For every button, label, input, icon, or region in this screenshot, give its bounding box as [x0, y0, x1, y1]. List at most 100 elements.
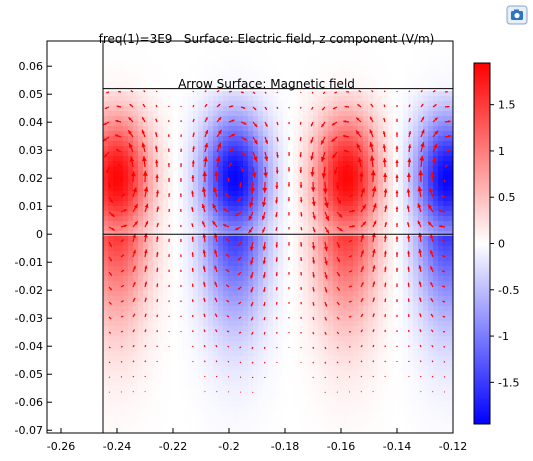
heatmap-cell [438, 311, 444, 317]
heatmap-cell [328, 141, 334, 147]
heatmap-cell [408, 306, 414, 312]
heatmap-cell [268, 386, 274, 392]
heatmap-cell [168, 396, 174, 402]
heatmap-cell [398, 56, 404, 62]
heatmap-cell [333, 371, 339, 377]
heatmap-cell [223, 336, 229, 342]
heatmap-cell [268, 291, 274, 297]
heatmap-cell [213, 316, 219, 322]
heatmap-cell [168, 201, 174, 207]
heatmap-cell [163, 296, 169, 302]
heatmap-cell [143, 256, 149, 262]
heatmap-cell [148, 266, 154, 272]
heatmap-cell [113, 136, 119, 142]
heatmap-cell [268, 266, 274, 272]
heatmap-cell [413, 131, 419, 137]
heatmap-cell [298, 161, 304, 167]
heatmap-cell [283, 116, 289, 122]
heatmap-cell [423, 56, 429, 62]
heatmap-cell [128, 186, 134, 192]
heatmap-cell [183, 201, 189, 207]
heatmap-cell [378, 256, 384, 262]
heatmap-cell [123, 356, 129, 362]
heatmap-cell [378, 381, 384, 387]
heatmap-cell [353, 66, 359, 72]
heatmap-cell [218, 201, 224, 207]
heatmap-cell [283, 276, 289, 282]
heatmap-cell [173, 246, 179, 252]
heatmap-cell [123, 266, 129, 272]
heatmap-cell [173, 356, 179, 362]
heatmap-cell [108, 201, 114, 207]
heatmap-cell [323, 121, 329, 127]
heatmap-cell [188, 191, 194, 197]
heatmap-cell [333, 161, 339, 167]
heatmap-cell [363, 116, 369, 122]
heatmap-cell [358, 46, 364, 52]
heatmap-cell [158, 351, 164, 357]
heatmap-cell [208, 81, 214, 87]
heatmap-cell [113, 326, 119, 332]
heatmap-cell [358, 381, 364, 387]
heatmap-cell [198, 351, 204, 357]
heatmap-cell [448, 146, 453, 152]
heatmap-cell [238, 41, 244, 47]
heatmap-cell [183, 251, 189, 257]
heatmap-cell [303, 161, 309, 167]
heatmap-cell [323, 341, 329, 347]
heatmap-cell [253, 291, 259, 297]
heatmap-cell [218, 321, 224, 327]
heatmap-cell [268, 101, 274, 107]
heatmap-cell [243, 116, 249, 122]
heatmap-cell [423, 236, 429, 242]
heatmap-cell [123, 226, 129, 232]
heatmap-cell [108, 51, 114, 57]
heatmap-cell [313, 171, 319, 177]
heatmap-cell [408, 381, 414, 387]
heatmap-cell [288, 196, 294, 202]
heatmap-cell [178, 266, 184, 272]
heatmap-cell [153, 161, 159, 167]
heatmap-cell [343, 46, 349, 52]
heatmap-cell [248, 301, 254, 307]
heatmap-cell [168, 181, 174, 187]
heatmap-cell [368, 106, 374, 112]
heatmap-cell [273, 146, 279, 152]
heatmap-cell [368, 236, 374, 242]
heatmap-cell [253, 141, 259, 147]
heatmap-cell [263, 166, 269, 172]
heatmap-cell [223, 226, 229, 232]
heatmap-cell [323, 61, 329, 67]
heatmap-cell [173, 46, 179, 52]
heatmap-cell [338, 321, 344, 327]
heatmap-cell [308, 221, 314, 227]
heatmap-cell [443, 271, 449, 277]
heatmap-cell [243, 131, 249, 137]
heatmap-cell [423, 291, 429, 297]
heatmap-cell [378, 206, 384, 212]
heatmap-cell [163, 301, 169, 307]
heatmap-cell [353, 316, 359, 322]
heatmap-cell [253, 111, 259, 117]
heatmap-cell [398, 346, 404, 352]
heatmap-cell [123, 146, 129, 152]
heatmap-cell [128, 396, 134, 402]
heatmap-cell [273, 251, 279, 257]
heatmap-cell [388, 216, 394, 222]
heatmap-cell [278, 56, 284, 62]
heatmap-cell [118, 96, 124, 102]
heatmap-cell [438, 66, 444, 72]
heatmap-cell [213, 331, 219, 337]
heatmap-cell [273, 41, 279, 47]
heatmap-cell [168, 126, 174, 132]
heatmap-cell [208, 311, 214, 317]
heatmap-cell [418, 366, 424, 372]
heatmap-cell [263, 201, 269, 207]
heatmap-cell [278, 236, 284, 242]
heatmap-cell [253, 376, 259, 382]
heatmap-cell [383, 336, 389, 342]
heatmap-cell [233, 41, 239, 47]
heatmap-cell [348, 341, 354, 347]
heatmap-cell [173, 226, 179, 232]
heatmap-cell [313, 376, 319, 382]
